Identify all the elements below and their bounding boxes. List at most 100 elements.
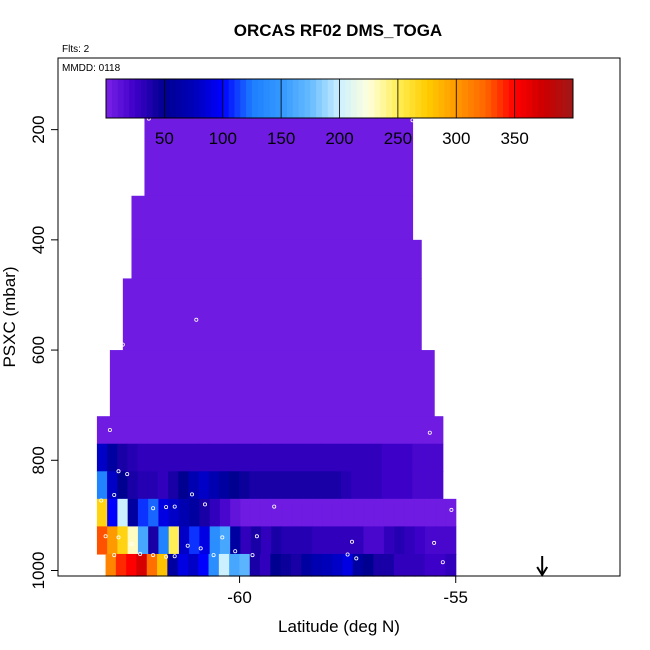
colorbar-segment xyxy=(251,79,259,118)
heatmap-cell xyxy=(147,443,159,472)
heatmap-cell xyxy=(322,498,334,527)
heatmap-cell xyxy=(424,553,436,577)
colorbar-segment xyxy=(263,79,270,118)
heatmap-cell xyxy=(260,498,272,527)
colorbar-segment xyxy=(240,79,247,118)
heatmap-cell xyxy=(412,471,424,500)
heatmap-cell xyxy=(330,471,342,500)
colorbar-segment xyxy=(158,79,165,118)
colorbar-segment xyxy=(123,79,130,118)
heatmap-cell xyxy=(363,553,374,577)
heatmap-cell xyxy=(127,443,139,472)
heatmap-cell xyxy=(435,553,447,577)
heatmap-cell xyxy=(422,443,434,472)
heatmap-cell xyxy=(383,553,395,577)
heatmap-cell xyxy=(177,553,189,577)
colorbar-segment xyxy=(473,79,481,118)
heatmap-cell xyxy=(229,443,240,472)
colorbar-tick-label: 100 xyxy=(209,129,237,148)
sample-points xyxy=(99,116,454,565)
heatmap-cell xyxy=(311,553,323,577)
heatmap-cell xyxy=(259,471,271,500)
colorbar-segment xyxy=(292,79,300,118)
heatmap-cell xyxy=(321,553,333,577)
colorbar-segment xyxy=(526,79,533,118)
colorbar-segment xyxy=(409,79,416,118)
colorbar-segment xyxy=(421,79,428,118)
colorbar-segment xyxy=(392,79,399,118)
sample-point xyxy=(410,118,415,123)
colorbar-segment xyxy=(339,79,346,118)
sample-point xyxy=(354,556,359,561)
y-tick-label: 400 xyxy=(29,226,48,254)
heatmap-cell xyxy=(157,471,169,500)
heatmap-cell xyxy=(361,471,373,500)
colorbar-segment xyxy=(543,79,551,118)
heatmap-cell xyxy=(271,498,283,527)
heatmap-cell xyxy=(105,553,117,577)
heatmap-cell xyxy=(320,471,332,500)
colorbar-segment xyxy=(432,79,440,118)
colorbar-segment xyxy=(508,79,516,118)
heatmap-cell xyxy=(157,553,168,577)
sample-point xyxy=(172,554,177,559)
flights-label: Flts: 2 xyxy=(62,44,90,55)
heatmap-cell xyxy=(432,443,444,472)
x-tick-label: -60 xyxy=(227,588,252,607)
sample-point xyxy=(151,553,156,558)
sample-point xyxy=(194,317,199,322)
colorbar-segment xyxy=(462,79,469,118)
sample-point xyxy=(440,560,445,565)
colorbar-segment xyxy=(537,79,545,118)
colorbar-segment xyxy=(146,79,154,118)
colorbar-segment xyxy=(269,79,276,118)
sample-point xyxy=(220,535,225,540)
colorbar-segment xyxy=(491,79,498,118)
heatmap-cell xyxy=(240,526,252,555)
heatmap-cell xyxy=(341,471,352,500)
heatmap-cell xyxy=(178,526,190,555)
colorbar-segment xyxy=(380,79,387,118)
heatmap-cell xyxy=(351,471,362,500)
heatmap-cell xyxy=(342,498,354,527)
colorbar-tick-label: 350 xyxy=(500,129,528,148)
heatmap-cell xyxy=(281,498,293,527)
heatmap-cell xyxy=(198,553,210,577)
colorbar-segment xyxy=(357,79,364,118)
heatmap-cell xyxy=(117,443,129,472)
colorbar-segment xyxy=(327,79,335,118)
colorbar-segment xyxy=(310,79,317,118)
heatmap-cell xyxy=(402,443,413,472)
heatmap-cell xyxy=(363,526,375,555)
heatmap-cell xyxy=(198,443,210,472)
heatmap-cell xyxy=(322,526,334,555)
heatmap-cell xyxy=(269,443,281,472)
plot-frame xyxy=(57,57,621,577)
heatmap-cell xyxy=(188,471,200,500)
heatmap-cell xyxy=(363,498,375,527)
colorbar-segment xyxy=(345,79,352,118)
heatmap-cell xyxy=(96,498,108,527)
heatmap-cell xyxy=(144,113,414,197)
heatmap-cell xyxy=(301,526,313,555)
sample-point xyxy=(112,553,117,558)
heatmap-cell xyxy=(146,553,158,577)
heatmap-cell xyxy=(239,471,251,500)
y-axis: 200 400 600 800 1000 xyxy=(29,115,58,589)
heatmap-cell xyxy=(310,443,322,472)
heatmap-cell xyxy=(260,526,272,555)
heatmap-cell xyxy=(117,471,129,500)
heatmap-cell xyxy=(137,498,149,527)
heatmap-cell xyxy=(117,498,129,527)
colorbar-segment xyxy=(333,79,340,118)
chart-title: ORCAS RF02 DMS_TOGA xyxy=(234,21,442,40)
heatmap-cell xyxy=(435,498,447,527)
colorbar-segment xyxy=(187,79,195,118)
heatmap-cell xyxy=(290,553,302,577)
heatmap-cell xyxy=(209,498,221,527)
heatmap-cell xyxy=(230,526,242,555)
heatmap-cells xyxy=(96,113,457,577)
heatmap-cell xyxy=(381,443,393,472)
heatmap-cell xyxy=(269,471,281,500)
colorbar-segment xyxy=(450,79,457,118)
